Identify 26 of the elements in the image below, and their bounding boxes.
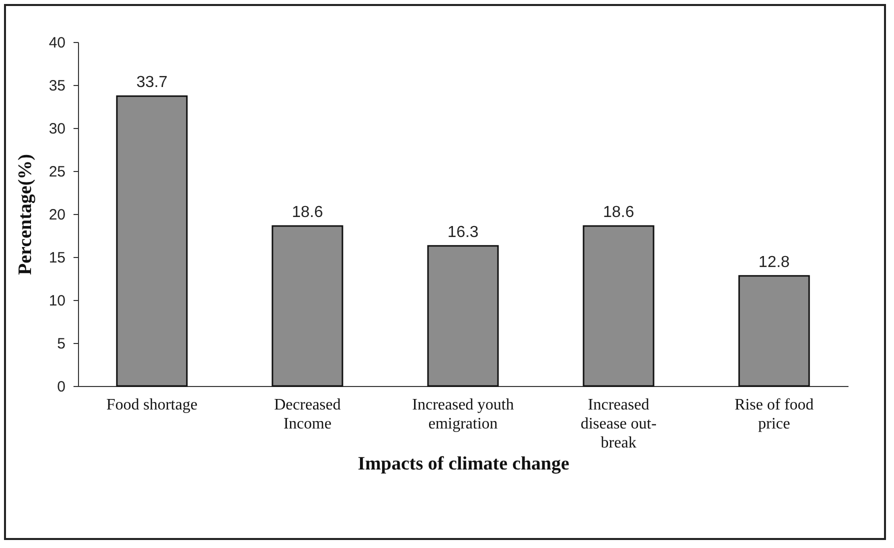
x-tick-label: Rise of food price bbox=[734, 396, 814, 432]
y-tick-label: 0 bbox=[57, 378, 66, 396]
x-tick-label: Increased youth emigration bbox=[412, 396, 514, 432]
bar bbox=[116, 95, 188, 387]
x-tick-label: Decreased Income bbox=[274, 396, 341, 432]
data-label: 18.6 bbox=[602, 204, 634, 222]
y-tick-label: 30 bbox=[48, 120, 66, 138]
data-label: 16.3 bbox=[447, 224, 479, 241]
y-tick-label: 10 bbox=[48, 292, 66, 310]
data-label: 12.8 bbox=[758, 254, 790, 271]
y-axis-title: Percentage(%) bbox=[14, 154, 36, 275]
data-label: 33.7 bbox=[136, 74, 168, 92]
data-label: 18.6 bbox=[292, 204, 324, 222]
y-tick-label: 35 bbox=[48, 78, 66, 94]
bar bbox=[582, 225, 654, 387]
bar bbox=[427, 245, 499, 387]
x-tick-label: Food shortage bbox=[106, 396, 198, 414]
bar bbox=[272, 225, 344, 387]
y-tick-label: 15 bbox=[48, 250, 66, 266]
bar bbox=[738, 275, 810, 387]
y-tick-label: 40 bbox=[48, 34, 66, 52]
x-axis-title: Impacts of climate change bbox=[358, 454, 570, 474]
y-tick-label: 5 bbox=[57, 336, 66, 352]
y-tick-label: 20 bbox=[48, 206, 66, 224]
x-tick-label: Increased disease out-break bbox=[580, 396, 657, 452]
y-tick-label: 25 bbox=[48, 164, 66, 180]
